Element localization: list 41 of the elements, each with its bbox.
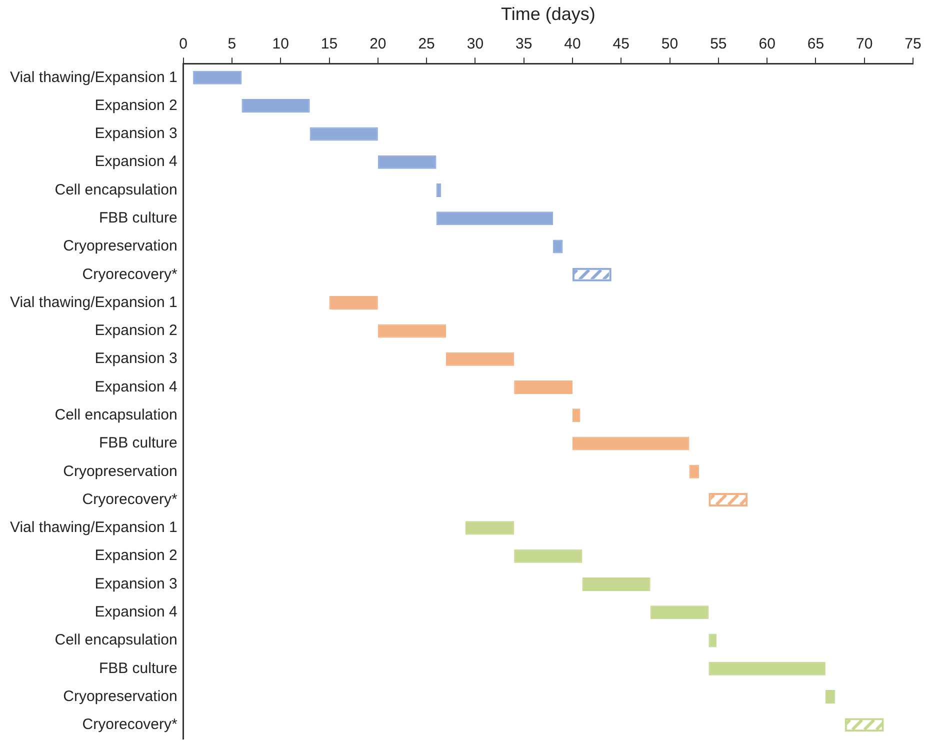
y-tick-label: Cryorecovery* <box>82 716 178 734</box>
y-tick-label: Cryorecovery* <box>82 266 178 283</box>
y-tick-label: Expansion 2 <box>94 96 178 114</box>
x-tick-label: 5 <box>228 36 236 53</box>
x-tick-label: 25 <box>418 36 435 53</box>
y-tick-label: FBB culture <box>98 434 178 452</box>
y-tick-label: FBB culture <box>98 660 178 677</box>
x-tick-label: 60 <box>758 36 776 53</box>
x-tick-label: 20 <box>370 36 386 53</box>
y-tick-label: Expansion 4 <box>94 153 178 170</box>
x-tick-label: 40 <box>564 36 581 53</box>
y-tick-label: Vial thawing/Expansion 1 <box>10 68 178 86</box>
y-tick-label: Cell encapsulation <box>54 406 178 424</box>
y-tick-label: Expansion 3 <box>94 125 178 142</box>
y-tick-label: Expansion 2 <box>94 322 178 340</box>
y-tick-label: Expansion 3 <box>94 575 178 592</box>
y-tick-label: Cryopreservation <box>63 462 178 480</box>
y-tick-label: Cryopreservation <box>63 238 178 255</box>
y-tick-label: FBB culture <box>98 210 178 227</box>
y-tick-label: Vial thawing/Expansion 1 <box>10 519 178 536</box>
x-tick-label: 35 <box>516 36 532 53</box>
x-tick-label: 70 <box>856 36 873 53</box>
y-tick-label: Cell encapsulation <box>54 632 178 649</box>
y-tick-label: Cell encapsulation <box>54 181 178 198</box>
x-tick-label: 50 <box>661 36 678 53</box>
x-tick-label: 75 <box>904 36 922 53</box>
x-tick-label: 10 <box>272 36 289 53</box>
x-tick-label: 30 <box>466 36 484 53</box>
y-tick-label: Expansion 3 <box>94 350 178 368</box>
x-axis-title: Time (days) <box>500 4 596 24</box>
x-tick-label: 65 <box>807 36 824 53</box>
y-tick-label: Expansion 4 <box>94 378 178 396</box>
x-tick-label: 45 <box>612 36 630 53</box>
y-tick-label: Expansion 4 <box>94 604 178 621</box>
x-tick-label: 55 <box>710 36 727 53</box>
y-tick-label: Expansion 2 <box>94 547 178 564</box>
y-tick-label: Cryorecovery* <box>82 490 178 508</box>
x-tick-label: 15 <box>320 36 338 53</box>
y-tick-label: Cryopreservation <box>63 688 178 705</box>
x-tick-label: 0 <box>179 36 188 53</box>
y-tick-label: Vial thawing/Expansion 1 <box>10 294 178 311</box>
